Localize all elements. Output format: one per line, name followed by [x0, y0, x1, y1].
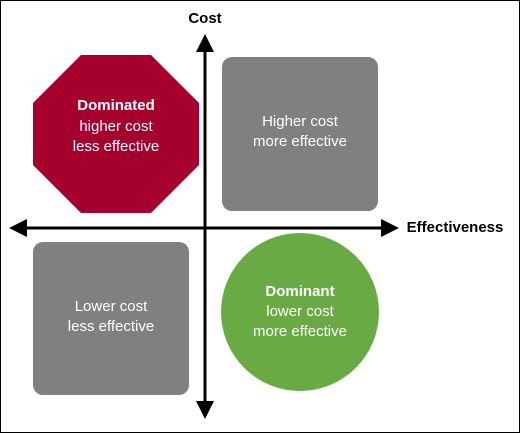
- quadrant-text: less effective: [73, 138, 159, 155]
- quadrant-title: Dominant: [265, 283, 334, 300]
- quadrant-text: less effective: [68, 318, 154, 335]
- quadrant-text: Lower cost: [75, 298, 148, 315]
- quadrant-text: more effective: [253, 323, 347, 340]
- dominant-circle: [221, 233, 379, 391]
- quadrant-text: lower cost: [266, 303, 334, 320]
- upper-right-box: [222, 57, 378, 211]
- quadrant-text: more effective: [253, 133, 347, 150]
- arrow-up: [196, 34, 214, 52]
- quadrant-text: higher cost: [79, 118, 153, 135]
- y-axis-label: Cost: [188, 10, 221, 27]
- arrow-right: [381, 219, 399, 237]
- quadrant-title: Dominated: [77, 97, 155, 114]
- lower-left-box: [33, 242, 189, 395]
- quadrant-text: Higher cost: [262, 113, 339, 130]
- dominated-octagon: [33, 55, 199, 213]
- arrow-down: [196, 401, 214, 419]
- arrow-left: [9, 219, 27, 237]
- x-axis-label: Effectiveness: [407, 219, 504, 236]
